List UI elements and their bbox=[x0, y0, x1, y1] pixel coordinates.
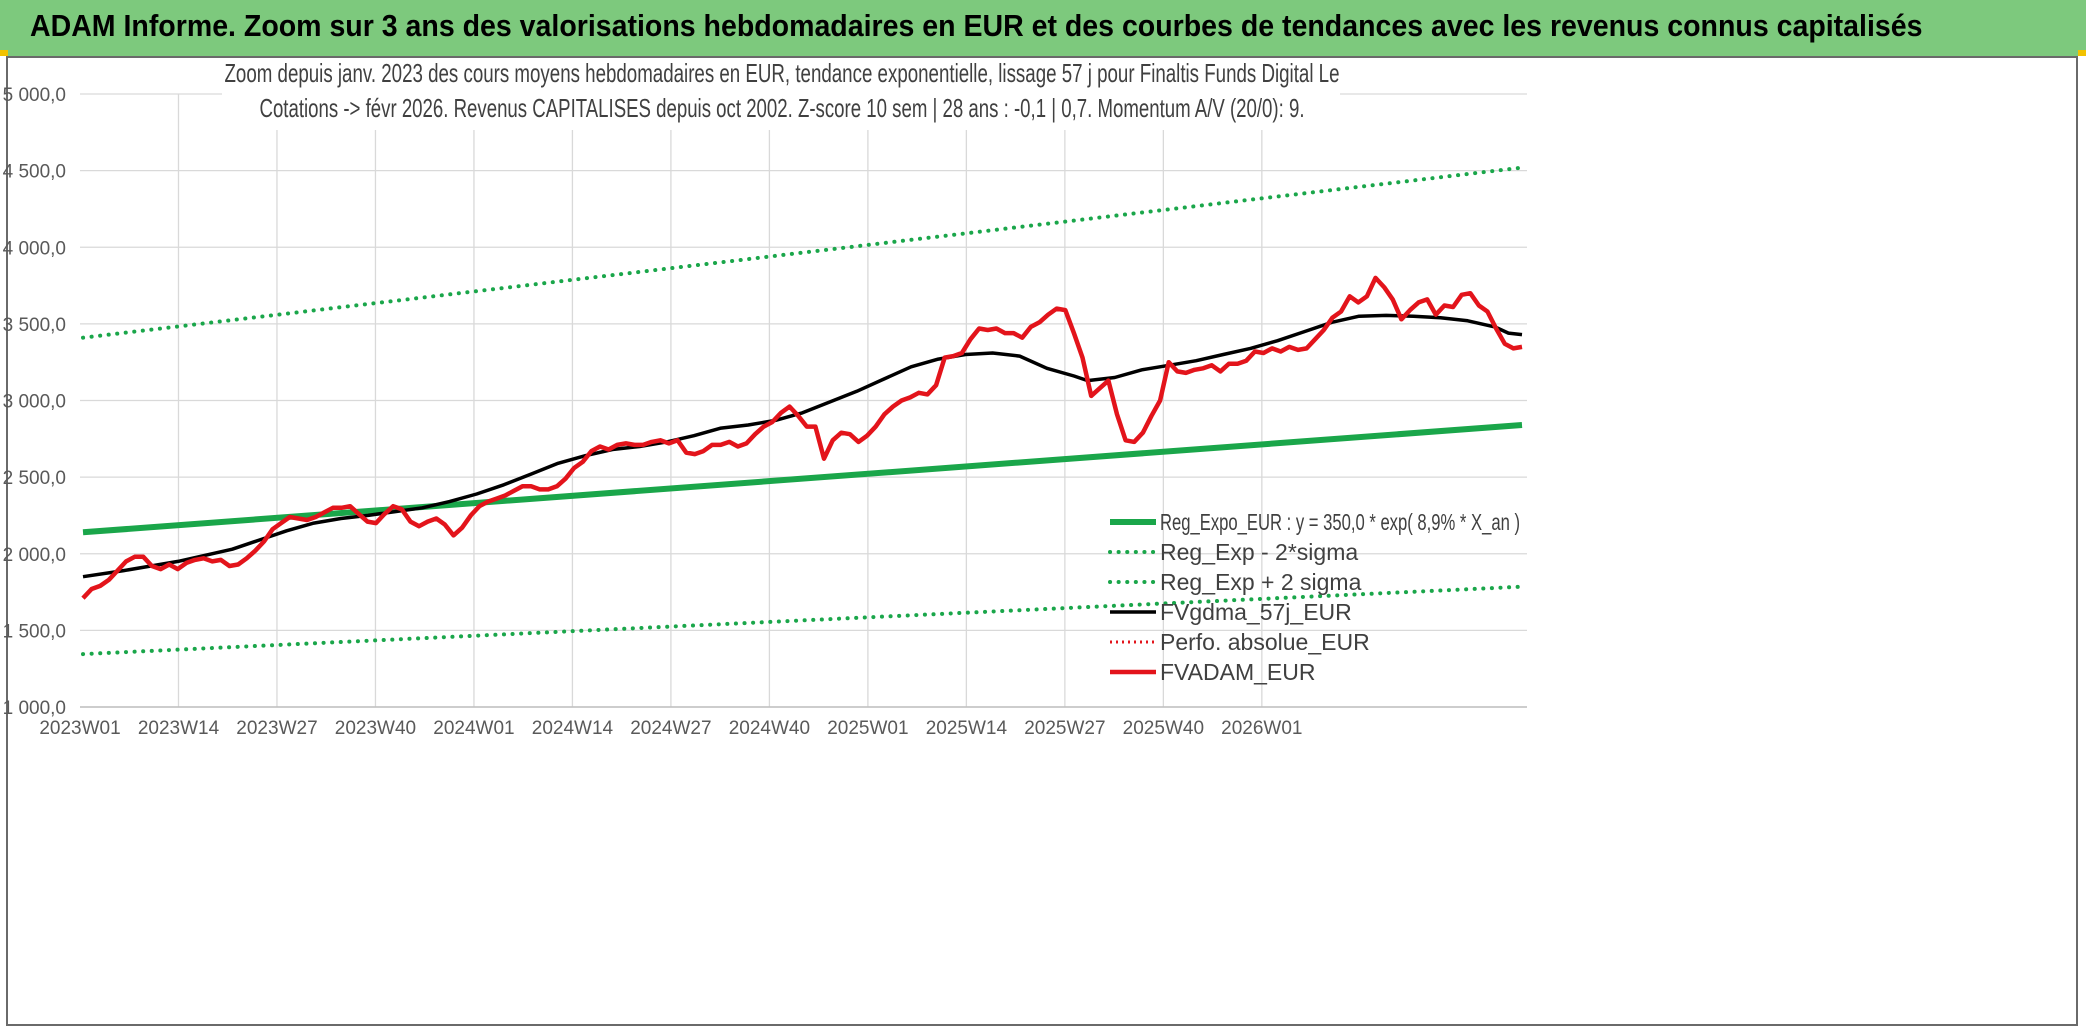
legend-label-low: Reg_Exp - 2*sigma bbox=[1160, 539, 1358, 565]
x-tick-label: 2025W01 bbox=[827, 718, 908, 739]
series-gdma-line bbox=[82, 313, 1523, 579]
legend-label-gdma: FVgdma_57j_EUR bbox=[1160, 599, 1352, 625]
y-tick-label: 5 000,0 bbox=[3, 85, 66, 106]
legend-label-high: Reg_Exp + 2 sigma bbox=[1160, 569, 1362, 595]
legend-label-perfo: Perfo. absolue_EUR bbox=[1160, 629, 1370, 655]
x-tick-label: 2024W01 bbox=[433, 718, 514, 739]
series-group bbox=[81, 165, 1524, 657]
chart-title-line-1: Zoom depuis janv. 2023 des cours moyens … bbox=[225, 58, 1340, 88]
grid-lines bbox=[80, 93, 1527, 708]
y-tick-label: 1 000,0 bbox=[3, 698, 66, 719]
x-tick-label: 2023W14 bbox=[138, 718, 220, 739]
x-tick-label: 2025W40 bbox=[1123, 718, 1204, 739]
chart-legend: Reg_Expo_EUR : y = 350,0 * exp( 8,9% * X… bbox=[1108, 509, 1520, 685]
y-tick-label: 3 500,0 bbox=[3, 315, 66, 336]
chart-title-background bbox=[222, 60, 1340, 130]
x-tick-label: 2026W01 bbox=[1221, 718, 1302, 739]
x-tick-label: 2023W01 bbox=[39, 718, 120, 739]
chart-title-line-2: Cotations -> févr 2026. Revenus CAPITALI… bbox=[260, 93, 1305, 123]
x-tick-label: 2024W27 bbox=[630, 718, 711, 739]
series-low-line bbox=[81, 584, 1524, 657]
legend-label-reg: Reg_Expo_EUR : y = 350,0 * exp( 8,9% * X… bbox=[1160, 509, 1520, 535]
series-high-line bbox=[81, 165, 1524, 340]
y-tick-label: 4 500,0 bbox=[3, 162, 66, 183]
report-banner: ADAM Informe. Zoom sur 3 ans des valoris… bbox=[0, 0, 2086, 56]
y-axis-ticks: 1 000,0 1 500,0 2 000,0 2 500,0 3 000,0 3 500… bbox=[3, 85, 66, 719]
series-adam-line bbox=[81, 275, 1523, 600]
x-axis-ticks: 2023W01 2023W14 2023W27 2023W40 2024W01 2024W… bbox=[39, 718, 1302, 739]
banner-corner-right bbox=[2078, 50, 2086, 56]
report-title: ADAM Informe. Zoom sur 3 ans des valoris… bbox=[30, 8, 1923, 43]
x-tick-label: 2024W40 bbox=[729, 718, 810, 739]
x-tick-label: 2023W40 bbox=[335, 718, 416, 739]
chart-frame bbox=[6, 56, 2078, 1026]
y-tick-label: 4 000,0 bbox=[3, 238, 66, 259]
x-tick-label: 2025W14 bbox=[926, 718, 1008, 739]
y-tick-label: 2 500,0 bbox=[3, 468, 66, 489]
y-tick-label: 2 000,0 bbox=[3, 545, 66, 566]
banner-corner-left bbox=[0, 50, 8, 56]
y-tick-label: 3 000,0 bbox=[3, 392, 66, 413]
x-tick-label: 2024W14 bbox=[532, 718, 614, 739]
y-tick-label: 1 500,0 bbox=[3, 621, 66, 642]
x-tick-label: 2023W27 bbox=[236, 718, 317, 739]
x-tick-label: 2025W27 bbox=[1024, 718, 1105, 739]
legend-label-adam: FVADAM_EUR bbox=[1160, 659, 1316, 685]
